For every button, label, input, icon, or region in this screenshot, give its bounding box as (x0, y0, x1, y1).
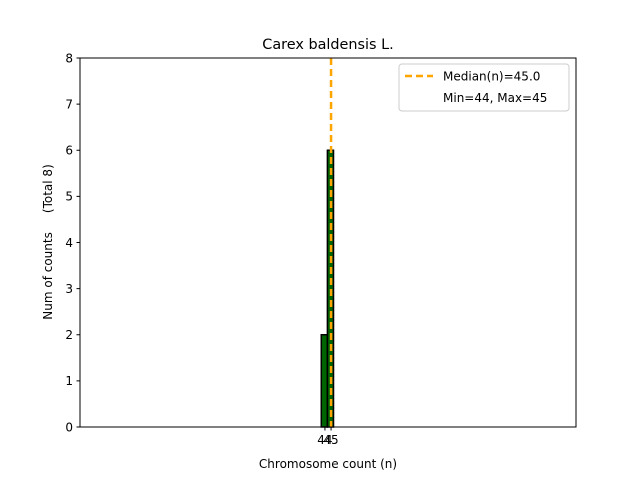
y-tick-label-5: 5 (65, 190, 73, 204)
y-tick-label-6: 6 (65, 144, 73, 158)
x-tick-label-44: 44 (317, 433, 332, 447)
legend: Median(n)=45.0 Min=44, Max=45 (398, 63, 570, 112)
y-tick-label-1: 1 (65, 374, 73, 388)
chart-title: Carex baldensis L. (262, 37, 393, 53)
y-axis-ticks: 0 1 2 3 4 5 6 7 8 (65, 51, 80, 434)
y-tick-label-0: 0 (65, 420, 73, 434)
legend-box (398, 63, 570, 112)
x-tick-label-45: 45 (323, 433, 338, 447)
y-axis-label: Num of counts (Total 8) (41, 164, 55, 319)
legend-label-median: Median(n)=45.0 (443, 70, 540, 84)
y-tick-label-7: 7 (65, 97, 73, 111)
bar-44 (320, 334, 329, 428)
y-tick-label-2: 2 (65, 328, 73, 342)
y-tick-label-3: 3 (65, 282, 73, 296)
y-tick-label-8: 8 (65, 51, 73, 65)
y-tick-label-4: 4 (65, 236, 73, 250)
x-axis-label: Chromosome count (n) (259, 457, 397, 471)
legend-label-minmax: Min=44, Max=45 (443, 91, 547, 105)
